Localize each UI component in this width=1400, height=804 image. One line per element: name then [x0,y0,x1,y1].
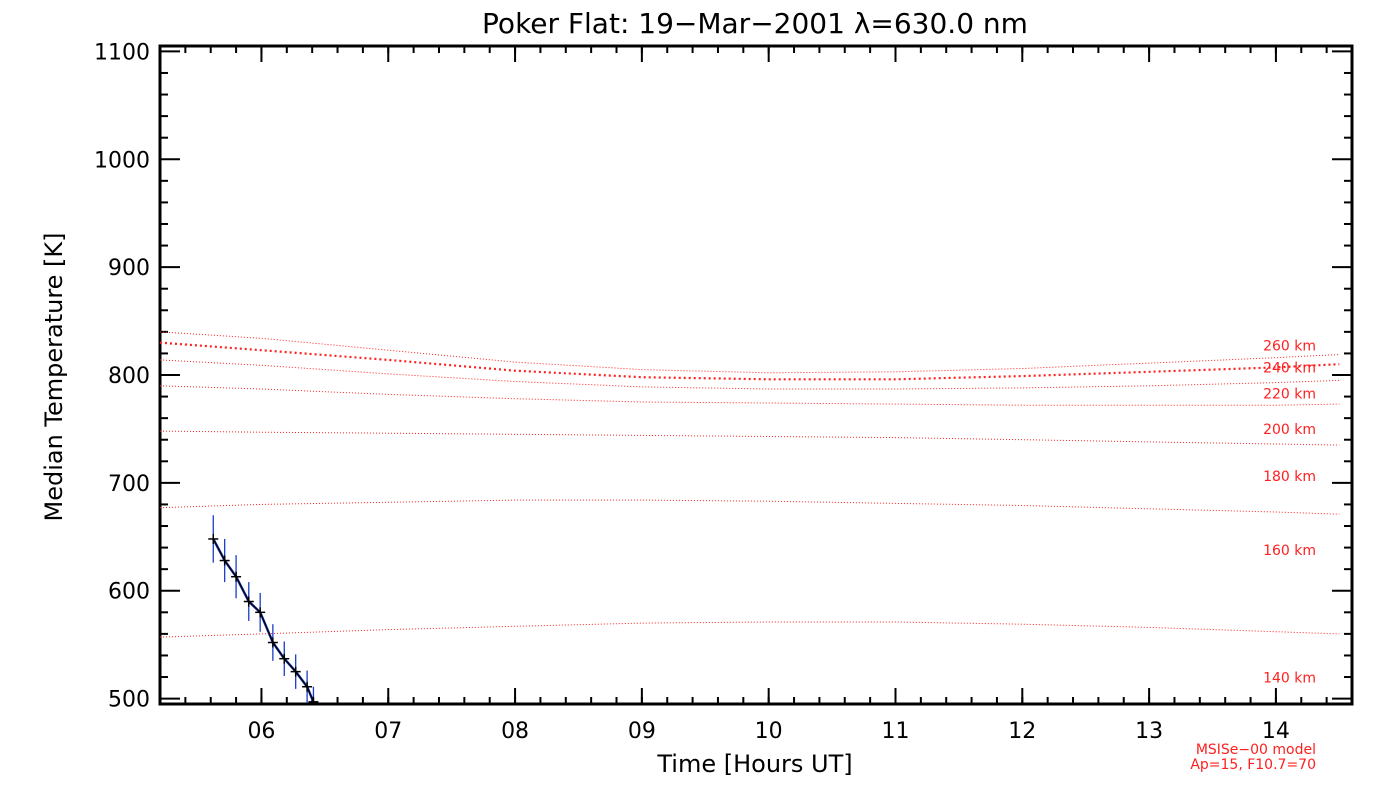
model-line-240-km [160,341,1340,381]
model-label-240-km: 240 km [1263,360,1316,376]
model-line-140-km [160,621,1340,638]
y-tick-label: 900 [108,256,150,281]
model-label-220-km: 220 km [1263,387,1316,403]
model-line-260-km [160,331,1340,374]
measured-point [219,555,230,566]
x-axis-label: Time [Hours UT] [656,750,852,778]
plot-layer: 06 07 08 09 10 11 12 13 14 500 600 700 800 900 1000 110… [94,40,1354,744]
measured-line [212,538,314,703]
measured-point [290,666,301,677]
model-label-260-km: 260 km [1263,339,1316,355]
y-tick-label: 500 [108,688,150,713]
x-tick-label: 07 [374,719,402,744]
model-line-220-km [160,359,1340,390]
measured-point [255,607,266,618]
model-line-200-km [160,385,1340,406]
model-label-140-km: 140 km [1263,671,1316,687]
y-axis-label: Median Temperature [K] [40,232,68,521]
x-tick-label: 09 [628,719,656,744]
measured-point [208,533,219,544]
x-tick-label: 11 [881,719,909,744]
x-tick-label: 10 [755,719,783,744]
measured-point [243,596,254,607]
model-label-160-km: 160 km [1263,543,1316,559]
model-label-200-km: 200 km [1263,422,1316,438]
y-tick-label: 1000 [94,148,150,173]
x-tick-label: 12 [1008,719,1036,744]
model-line-180-km [160,430,1340,446]
plot-frame [158,44,1354,706]
measured-point [302,681,313,692]
chart-title: Poker Flat: 19−Mar−2001 λ=630.0 nm [482,7,1028,40]
measured-point [308,696,319,704]
y-tick-label: 1100 [94,40,150,65]
x-tick-label: 14 [1262,719,1290,744]
model-note-line-2: Ap=15, F10.7=70 [1190,757,1316,773]
measured-point [267,637,278,648]
model-line-160-km [160,499,1340,515]
measured-point [231,571,242,582]
x-tick-label: 08 [501,719,529,744]
data-layer [160,331,1340,704]
x-tick-label: 13 [1135,719,1163,744]
model-note-line-1: MSISe−00 model [1196,742,1316,758]
y-tick-label: 800 [108,364,150,389]
measured-point [279,653,290,664]
model-label-180-km: 180 km [1263,469,1316,485]
y-tick-label: 600 [108,580,150,605]
x-tick-label: 06 [247,719,275,744]
y-tick-label: 700 [108,472,150,497]
